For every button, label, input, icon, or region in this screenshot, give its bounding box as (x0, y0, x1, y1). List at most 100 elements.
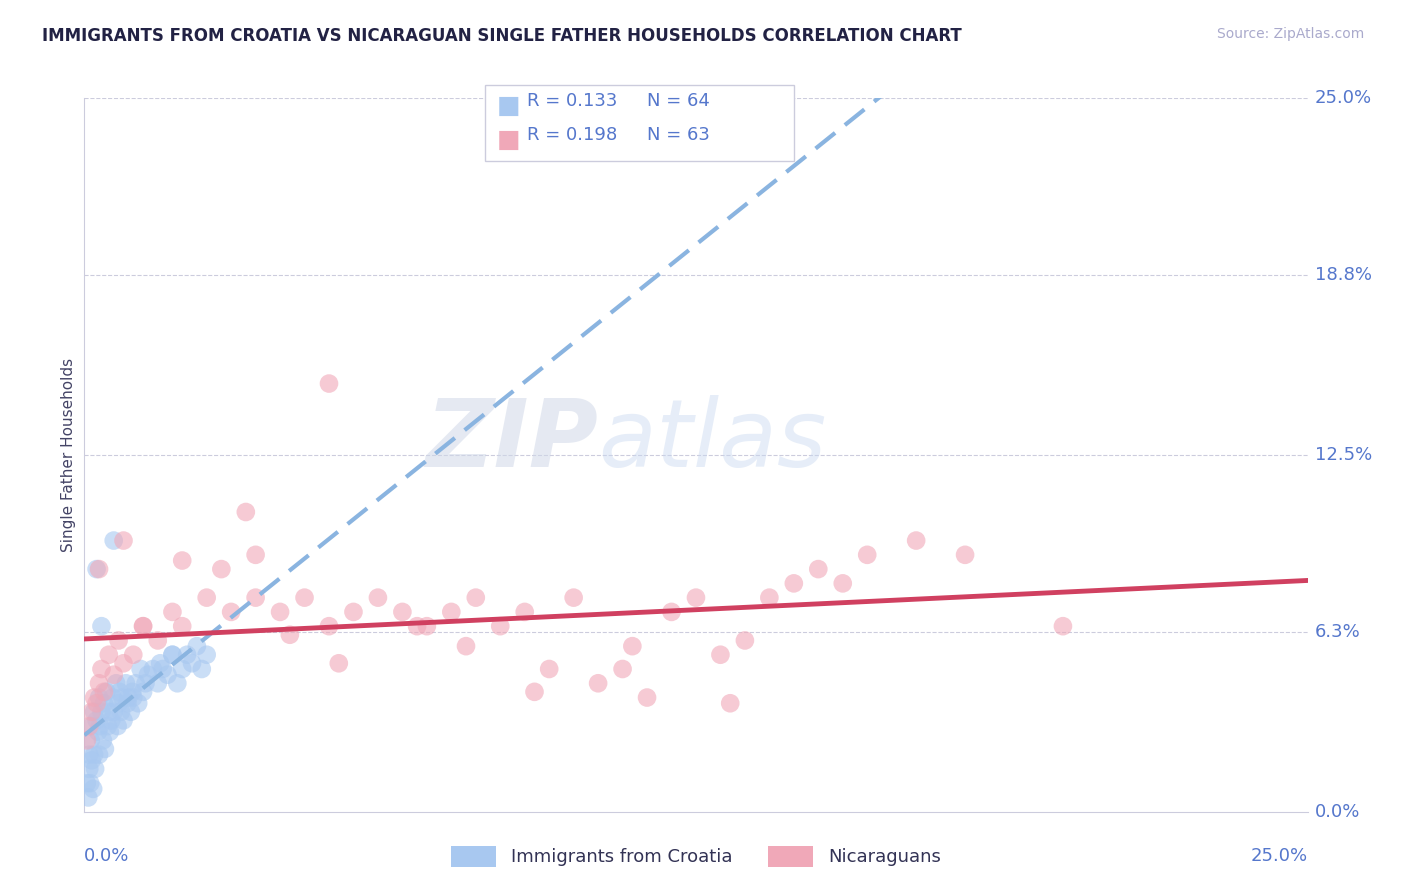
Text: ZIP: ZIP (425, 394, 598, 487)
Point (125, 676, 148, 690)
Point (807, 562, 830, 576)
Point (406, 619, 429, 633)
Point (661, 605, 683, 619)
Point (172, 619, 194, 633)
Point (172, 662, 194, 676)
Point (278, 628, 301, 642)
Point (122, 690, 145, 705)
Point (112, 657, 135, 671)
Point (103, 533, 125, 548)
Point (342, 605, 364, 619)
Point (121, 685, 143, 699)
Point (108, 685, 131, 699)
Point (122, 648, 145, 662)
Point (80, 719, 103, 733)
Point (162, 605, 184, 619)
Point (734, 633, 756, 648)
Point (87, 562, 110, 576)
Point (440, 605, 463, 619)
Point (612, 662, 634, 676)
Legend: Immigrants from Croatia, Nicaraguans: Immigrants from Croatia, Nicaraguans (444, 838, 948, 874)
Point (135, 676, 157, 690)
Text: N = 64: N = 64 (647, 92, 710, 110)
Point (80, 733, 103, 747)
Point (89, 719, 111, 733)
Text: 0.0%: 0.0% (1315, 803, 1360, 821)
Point (87, 724, 110, 739)
Point (367, 591, 389, 605)
Point (1052, 619, 1074, 633)
Point (269, 605, 291, 619)
Point (86, 562, 108, 576)
Point (149, 657, 172, 671)
Point (101, 690, 124, 705)
Point (136, 667, 159, 681)
Point (98, 724, 121, 739)
Point (82, 781, 104, 796)
Point (87, 676, 110, 690)
Point (219, 605, 242, 619)
Point (132, 619, 155, 633)
Point (96, 685, 118, 699)
Point (235, 505, 257, 519)
Point (111, 690, 134, 705)
Point (718, 696, 741, 710)
Point (77, 762, 100, 776)
Text: 25.0%: 25.0% (1315, 89, 1372, 107)
Point (856, 548, 879, 562)
Point (103, 705, 125, 719)
Text: 18.8%: 18.8% (1315, 266, 1372, 284)
Point (245, 548, 267, 562)
Text: 25.0%: 25.0% (1250, 847, 1308, 865)
Text: ■: ■ (496, 128, 520, 152)
Point (538, 662, 561, 676)
Point (152, 662, 174, 676)
Text: R = 0.198: R = 0.198 (527, 126, 617, 144)
Point (77, 790, 100, 805)
Point (93, 696, 115, 710)
Point (129, 662, 152, 676)
Point (195, 591, 218, 605)
Point (97, 648, 120, 662)
Point (146, 676, 169, 690)
Point (77, 747, 100, 762)
Point (416, 619, 439, 633)
Text: 0.0%: 0.0% (84, 847, 129, 865)
Point (127, 696, 149, 710)
Text: 6.3%: 6.3% (1315, 623, 1361, 640)
Point (83, 690, 105, 705)
Point (86, 696, 108, 710)
Point (685, 591, 707, 605)
Point (87, 747, 110, 762)
Point (100, 714, 122, 728)
Point (186, 639, 208, 653)
Point (454, 639, 477, 653)
Point (115, 676, 138, 690)
Point (621, 639, 644, 653)
Point (117, 696, 139, 710)
Point (97, 719, 120, 733)
Point (117, 690, 139, 705)
Point (318, 376, 340, 391)
Point (162, 648, 184, 662)
Point (80, 705, 103, 719)
Point (79, 776, 101, 790)
Point (489, 619, 512, 633)
Point (328, 657, 350, 671)
Point (831, 576, 853, 591)
Point (636, 690, 658, 705)
Point (209, 562, 232, 576)
Point (83, 705, 105, 719)
Point (94, 742, 117, 756)
Point (146, 633, 169, 648)
Point (107, 719, 129, 733)
Point (523, 685, 546, 699)
Point (90, 619, 112, 633)
Point (132, 685, 155, 699)
Point (783, 576, 806, 591)
Point (294, 591, 316, 605)
Point (953, 548, 976, 562)
Point (181, 657, 204, 671)
Point (142, 662, 165, 676)
Point (80, 753, 103, 767)
